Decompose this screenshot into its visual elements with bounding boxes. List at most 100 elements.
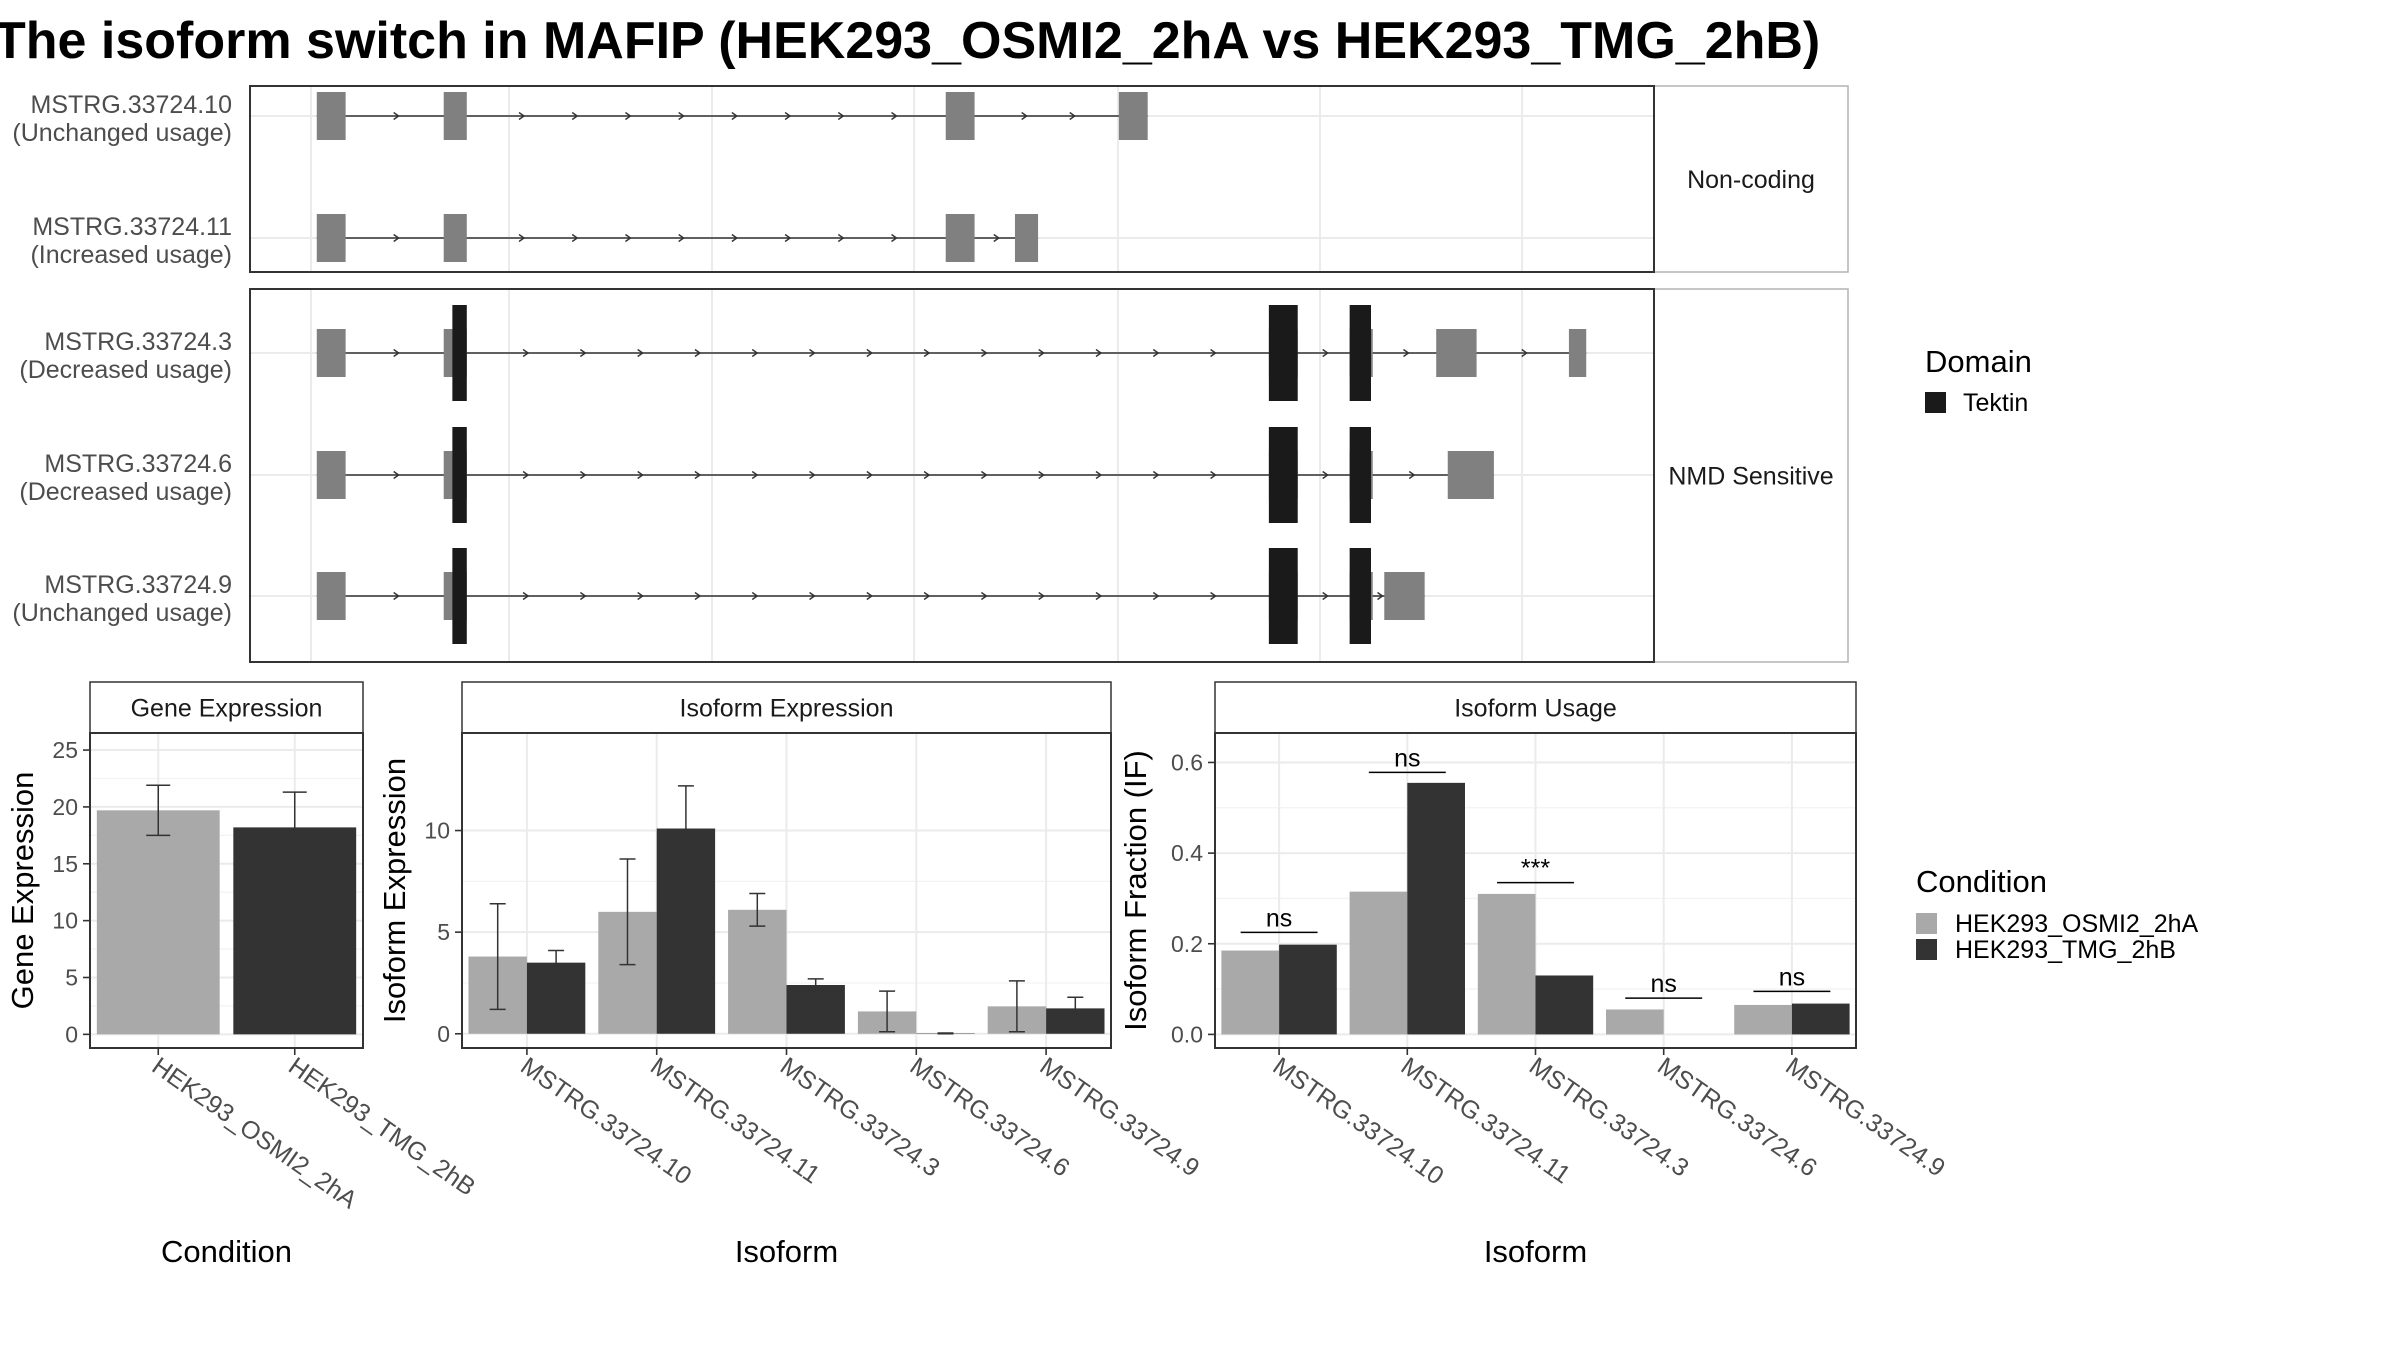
structure-panel-border xyxy=(249,288,1655,663)
intron-arrow xyxy=(923,470,931,480)
structure-strip xyxy=(1653,288,1849,663)
tektin-domain-block xyxy=(452,305,467,401)
bar xyxy=(1349,891,1408,1035)
y-tick-label: 0.4 xyxy=(1171,840,1203,866)
significance-label: *** xyxy=(1521,855,1550,883)
exon-block xyxy=(316,92,346,140)
y-tick-label: 0.6 xyxy=(1171,749,1203,775)
exon-block xyxy=(1436,329,1477,377)
intron-arrow xyxy=(1210,470,1217,480)
intron-arrow xyxy=(809,348,816,358)
exon-block xyxy=(316,572,346,620)
intron-arrow xyxy=(866,470,874,480)
transcript-name-label: MSTRG.33724.6 xyxy=(44,450,232,478)
intron-arrow xyxy=(891,111,898,121)
intron-arrow xyxy=(1377,591,1384,601)
intron-arrow xyxy=(393,233,400,243)
bar xyxy=(1407,782,1465,1035)
exon-block xyxy=(1568,329,1587,377)
structure-group-label: Non-coding xyxy=(1687,166,1815,194)
intron-arrow xyxy=(1322,470,1329,480)
y-axis-title: Isoform Fraction (IF) xyxy=(1118,750,1153,1031)
intron-arrow xyxy=(518,111,526,121)
intron-arrow xyxy=(731,111,739,121)
intron-arrow xyxy=(837,233,845,243)
exon-block xyxy=(1014,214,1039,262)
y-tick-label: 15 xyxy=(52,851,78,877)
intron-arrow xyxy=(981,470,988,480)
intron-arrow xyxy=(784,233,792,243)
intron-arrow xyxy=(1095,591,1103,601)
exon-block xyxy=(1384,572,1425,620)
bar xyxy=(1606,1009,1664,1035)
transcript-usage-label: (Decreased usage) xyxy=(19,478,232,506)
significance-label: ns xyxy=(1779,963,1805,991)
exon-block xyxy=(1118,92,1148,140)
bar xyxy=(96,810,220,1035)
condition-legend-label: HEK293_TMG_2hB xyxy=(1955,936,2176,964)
intron-arrow xyxy=(522,591,530,601)
intron-arrow xyxy=(1210,591,1217,601)
x-axis-title: Isoform xyxy=(1484,1234,1587,1269)
intron-arrow xyxy=(1322,348,1329,358)
intron-arrow xyxy=(1038,591,1045,601)
intron-arrow xyxy=(1038,348,1045,358)
exon-block xyxy=(1447,451,1494,499)
intron-arrow xyxy=(694,470,702,480)
tektin-domain-block xyxy=(1268,427,1298,523)
panel-strip-title: Isoform Usage xyxy=(1454,695,1617,723)
significance-label: ns xyxy=(1266,904,1292,932)
exon-block xyxy=(443,92,467,140)
exon-block xyxy=(443,214,467,262)
transcript-name-label: MSTRG.33724.9 xyxy=(44,571,232,599)
intron-arrow xyxy=(694,591,702,601)
exon-block xyxy=(316,214,346,262)
domain-legend-title: Domain xyxy=(1925,344,2032,379)
condition-legend-title: Condition xyxy=(1916,864,2047,899)
bar xyxy=(786,985,845,1034)
tektin-domain-block xyxy=(1268,548,1298,644)
significance-label: ns xyxy=(1394,744,1420,772)
intron-arrow xyxy=(1152,470,1160,480)
intron-arrow xyxy=(1521,348,1528,358)
exon-block xyxy=(945,214,975,262)
tektin-domain-block xyxy=(1349,305,1371,401)
intron-arrow xyxy=(1322,591,1329,601)
condition-legend-swatch xyxy=(1916,913,1937,934)
intron-arrow xyxy=(1021,111,1028,121)
intron-arrow xyxy=(571,233,579,243)
condition-legend-swatch xyxy=(1916,939,1937,960)
bar xyxy=(728,909,787,1034)
intron-arrow xyxy=(1408,470,1416,480)
x-axis-title: Isoform xyxy=(735,1234,838,1269)
transcript-structure-panel: Non-coding MSTRG.33724.10(Unchanged usage… xyxy=(12,85,1849,663)
y-tick-label: 0 xyxy=(437,1021,450,1047)
intron-arrow xyxy=(694,348,702,358)
panel-border xyxy=(89,732,364,1049)
panel-strip xyxy=(461,681,1112,734)
y-axis-title: Gene Expression xyxy=(5,772,40,1010)
transcript-usage-label: (Unchanged usage) xyxy=(12,119,232,147)
bar xyxy=(1279,944,1337,1035)
intron-arrow xyxy=(993,233,1000,243)
intron-arrow xyxy=(393,591,400,601)
intron-arrow xyxy=(1403,348,1410,358)
intron-arrow xyxy=(637,470,644,480)
y-tick-label: 25 xyxy=(52,737,78,763)
intron-arrow xyxy=(866,591,874,601)
transcript-name-label: MSTRG.33724.10 xyxy=(31,91,233,119)
intron-arrow xyxy=(393,470,400,480)
intron-arrow xyxy=(1152,348,1160,358)
tektin-domain-block xyxy=(1349,548,1371,644)
intron-arrow xyxy=(923,348,931,358)
transcript-usage-label: (Increased usage) xyxy=(30,241,232,269)
exon-block xyxy=(945,92,975,140)
intron-arrow xyxy=(678,111,685,121)
y-tick-label: 0.2 xyxy=(1171,931,1203,957)
intron-arrow xyxy=(981,348,988,358)
tektin-domain-block xyxy=(1349,427,1371,523)
intron-arrow xyxy=(1095,470,1103,480)
